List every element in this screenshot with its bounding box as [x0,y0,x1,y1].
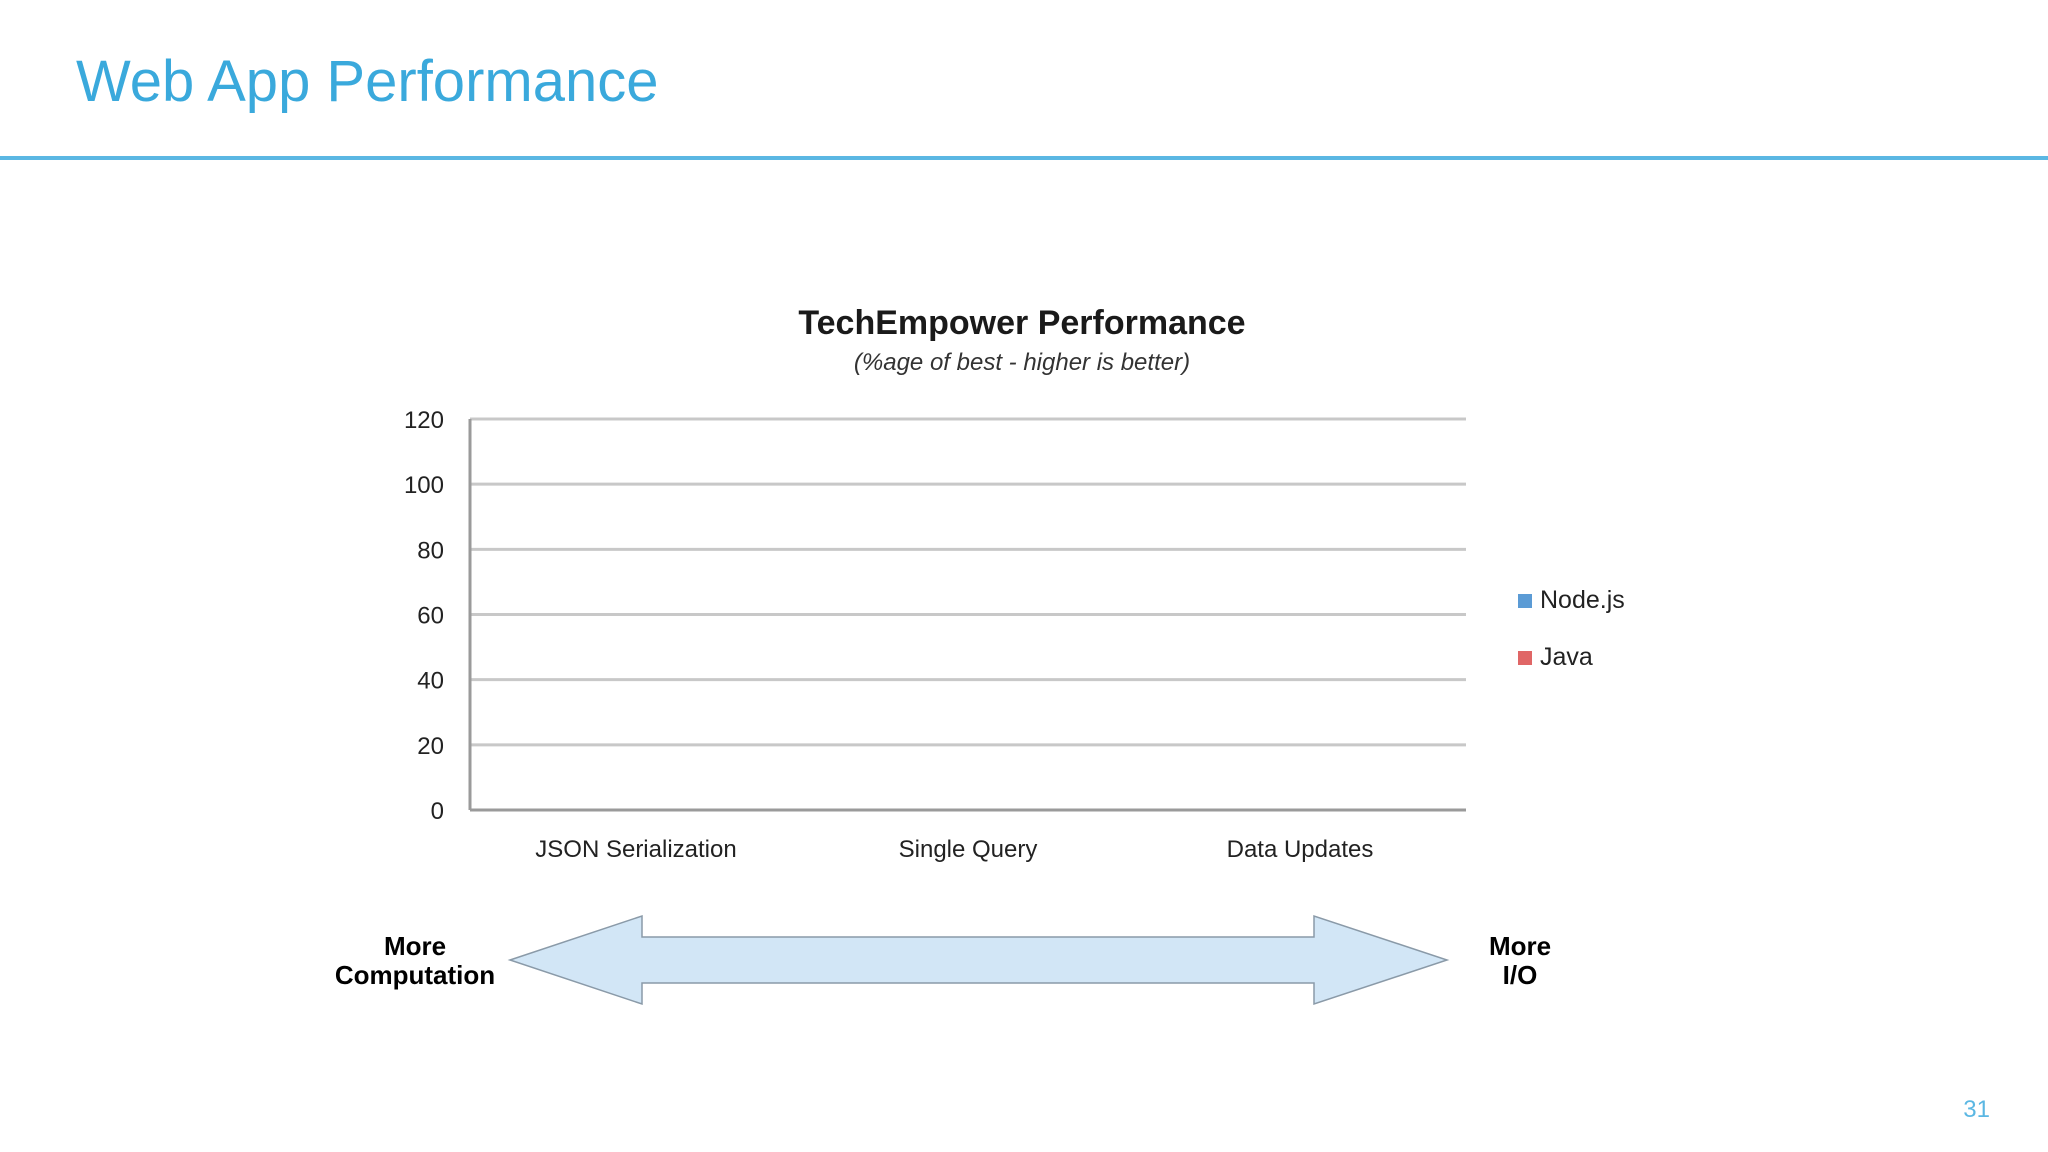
x-tick-label: JSON Serialization [535,836,736,863]
chart-gridlines [468,417,1466,812]
more-computation-label-line1: More [383,931,447,961]
legend-label: Java [1540,643,1593,671]
chart-legend: Node.js Java [1518,586,1625,671]
computation-io-double-arrow [507,914,1450,1006]
title-divider [0,156,2048,160]
more-io-label: More I/O [1460,932,1580,990]
x-tick-label: Single Query [899,836,1038,863]
page-number: 31 [1963,1096,1990,1123]
chart-title: TechEmpower Performance [798,304,1245,342]
legend-swatch [1518,651,1532,665]
legend-label: Node.js [1540,586,1625,614]
y-tick-label: 80 [417,537,444,564]
y-tick-label: 0 [431,798,444,825]
y-axis-ticks: 0 20 40 60 80 100 120 [404,407,444,825]
x-axis-ticks: JSON Serialization Single Query Data Updat… [535,836,1373,863]
y-tick-label: 20 [417,733,444,760]
more-computation-label-line2: Computation [334,960,496,990]
legend-swatch [1518,594,1532,608]
more-io-label-line1: More [1488,931,1552,961]
x-tick-label: Data Updates [1227,836,1374,863]
more-computation-label: More Computation [310,932,520,990]
y-tick-label: 40 [417,668,444,695]
y-tick-label: 100 [404,472,444,499]
y-tick-label: 60 [417,603,444,630]
more-io-label-line2: I/O [1502,960,1538,990]
chart-subtitle: (%age of best - higher is better) [854,349,1190,376]
y-tick-label: 120 [404,407,444,434]
slide-title: Web App Performance [76,49,659,114]
